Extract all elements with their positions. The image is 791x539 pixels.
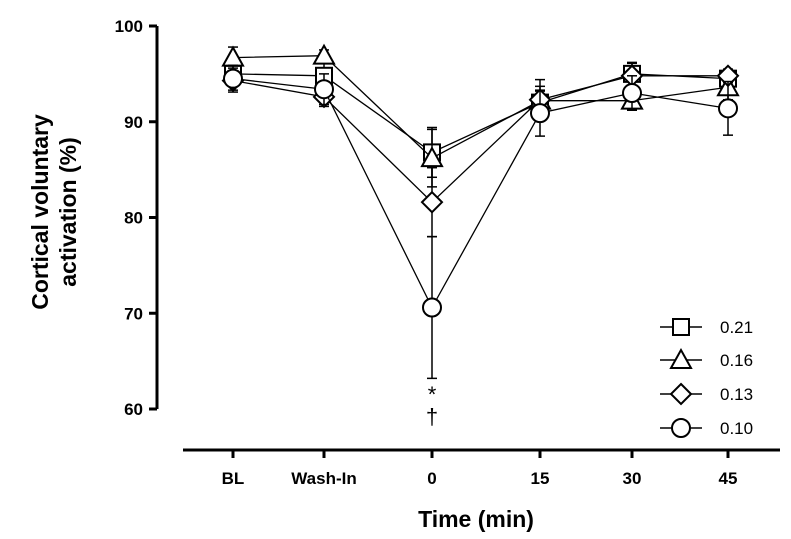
legend-item: 0.13: [660, 382, 753, 406]
x-tick-label: 15: [531, 469, 550, 488]
legend-item: 0.10: [660, 418, 753, 438]
data-point-circle: [314, 79, 334, 100]
x-tick-label: 30: [623, 469, 642, 488]
significance-mark: *: [428, 382, 437, 407]
y-axis-title-line2: activation (%): [55, 137, 81, 287]
series-circle: [223, 64, 738, 380]
y-tick-label: 90: [124, 113, 143, 132]
x-tick-label: BL: [222, 469, 245, 488]
legend-marker-diamond: [669, 382, 693, 406]
legend-label: 0.21: [720, 318, 753, 337]
legend-marker-square: [672, 318, 690, 336]
legend-label: 0.16: [720, 351, 753, 370]
data-point-circle: [223, 68, 243, 89]
series-line: [232, 55, 729, 159]
x-tick-label: Wash-In: [291, 469, 356, 488]
series-line: [232, 73, 729, 154]
legend-marker-circle: [671, 418, 691, 438]
y-tick-label: 60: [124, 400, 143, 419]
series-line: [232, 75, 728, 204]
data-point-triangle: [221, 45, 245, 67]
legend-item: 0.21: [660, 318, 753, 337]
legend-marker-triangle: [669, 347, 693, 369]
data-point-circle: [718, 98, 738, 119]
data-point-circle: [530, 103, 550, 124]
x-axis-title: Time (min): [418, 506, 534, 532]
annotation-layer: *†: [426, 382, 438, 429]
x-axis: BL Wash-In 0 15 30 45: [183, 448, 780, 488]
y-tick-label: 70: [124, 304, 143, 323]
legend-item: 0.16: [660, 347, 753, 370]
legend: 0.21 0.16 0.13 0.10: [660, 318, 753, 438]
series-line: [232, 78, 729, 309]
data-point-circle: [622, 83, 642, 104]
y-axis-title: Cortical voluntary activation (%): [27, 114, 81, 310]
data-point-triangle: [420, 146, 444, 168]
series-layer: [221, 43, 740, 380]
legend-label: 0.10: [720, 419, 753, 438]
series-triangle: [221, 43, 740, 188]
y-axis-title-line1: Cortical voluntary: [27, 114, 53, 310]
legend-label: 0.13: [720, 385, 753, 404]
x-tick-label: 0: [427, 469, 436, 488]
y-tick-label: 80: [124, 209, 143, 228]
data-point-diamond: [420, 190, 444, 214]
data-point-circle: [422, 297, 442, 318]
significance-mark: †: [426, 404, 438, 429]
x-tick-label: 45: [719, 469, 738, 488]
y-tick-label: 100: [115, 17, 143, 36]
data-point-triangle: [312, 43, 336, 65]
series-diamond: [221, 62, 740, 238]
y-axis: 60 70 80 90 100: [115, 17, 159, 419]
series-square: [224, 61, 737, 179]
